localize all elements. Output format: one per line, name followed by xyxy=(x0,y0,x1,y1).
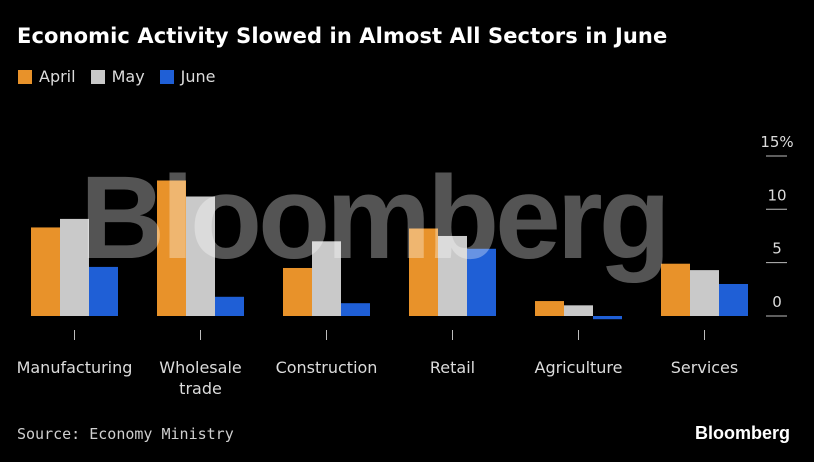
bar-may-5 xyxy=(690,270,719,316)
legend-item-june: June xyxy=(159,67,216,86)
legend: April May June xyxy=(18,67,231,86)
legend-swatch-june xyxy=(159,69,174,84)
y-tick-label-5: 5 xyxy=(772,240,782,258)
legend-swatch-may xyxy=(90,69,105,84)
x-tick-label-1-line-1: trade xyxy=(179,379,222,398)
bar-may-2 xyxy=(312,241,341,316)
bar-may-0 xyxy=(60,218,89,316)
y-tick-label-0: 0 xyxy=(772,293,782,311)
x-tick-label-2: Construction xyxy=(276,358,378,377)
bar-april-0 xyxy=(31,227,60,316)
legend-label-april: April xyxy=(39,67,76,86)
bar-may-1 xyxy=(186,196,215,316)
bar-june-2 xyxy=(341,303,370,316)
bar-june-1 xyxy=(215,296,244,316)
x-tick-label-4: Agriculture xyxy=(535,358,623,377)
source-note: Source: Economy Ministry xyxy=(17,425,234,443)
x-tick-label-1-line-0: Wholesale xyxy=(159,358,241,377)
bar-april-3 xyxy=(409,228,438,316)
bar-april-2 xyxy=(283,267,312,316)
chart-title: Economic Activity Slowed in Almost All S… xyxy=(17,24,668,48)
bar-may-4 xyxy=(564,305,593,316)
legend-item-may: May xyxy=(90,67,145,86)
x-tick-label-3: Retail xyxy=(430,358,475,377)
y-tick-label-15: 15% xyxy=(760,133,793,151)
x-tick-label-5: Services xyxy=(671,358,738,377)
bar-april-4 xyxy=(535,301,564,316)
bar-june-5 xyxy=(719,283,748,316)
bar-june-4 xyxy=(593,316,622,320)
bar-june-0 xyxy=(89,266,118,316)
legend-label-june: June xyxy=(180,67,216,86)
legend-item-april: April xyxy=(18,67,76,86)
brand-logo: Bloomberg xyxy=(694,423,790,443)
bar-may-3 xyxy=(438,235,467,316)
bar-june-3 xyxy=(467,248,496,316)
bar-april-1 xyxy=(157,180,186,316)
bar-april-5 xyxy=(661,263,690,316)
y-tick-label-10: 10 xyxy=(767,186,786,204)
legend-label-may: May xyxy=(111,67,145,86)
x-tick-label-0: Manufacturing xyxy=(17,358,133,377)
legend-swatch-april xyxy=(18,69,32,84)
